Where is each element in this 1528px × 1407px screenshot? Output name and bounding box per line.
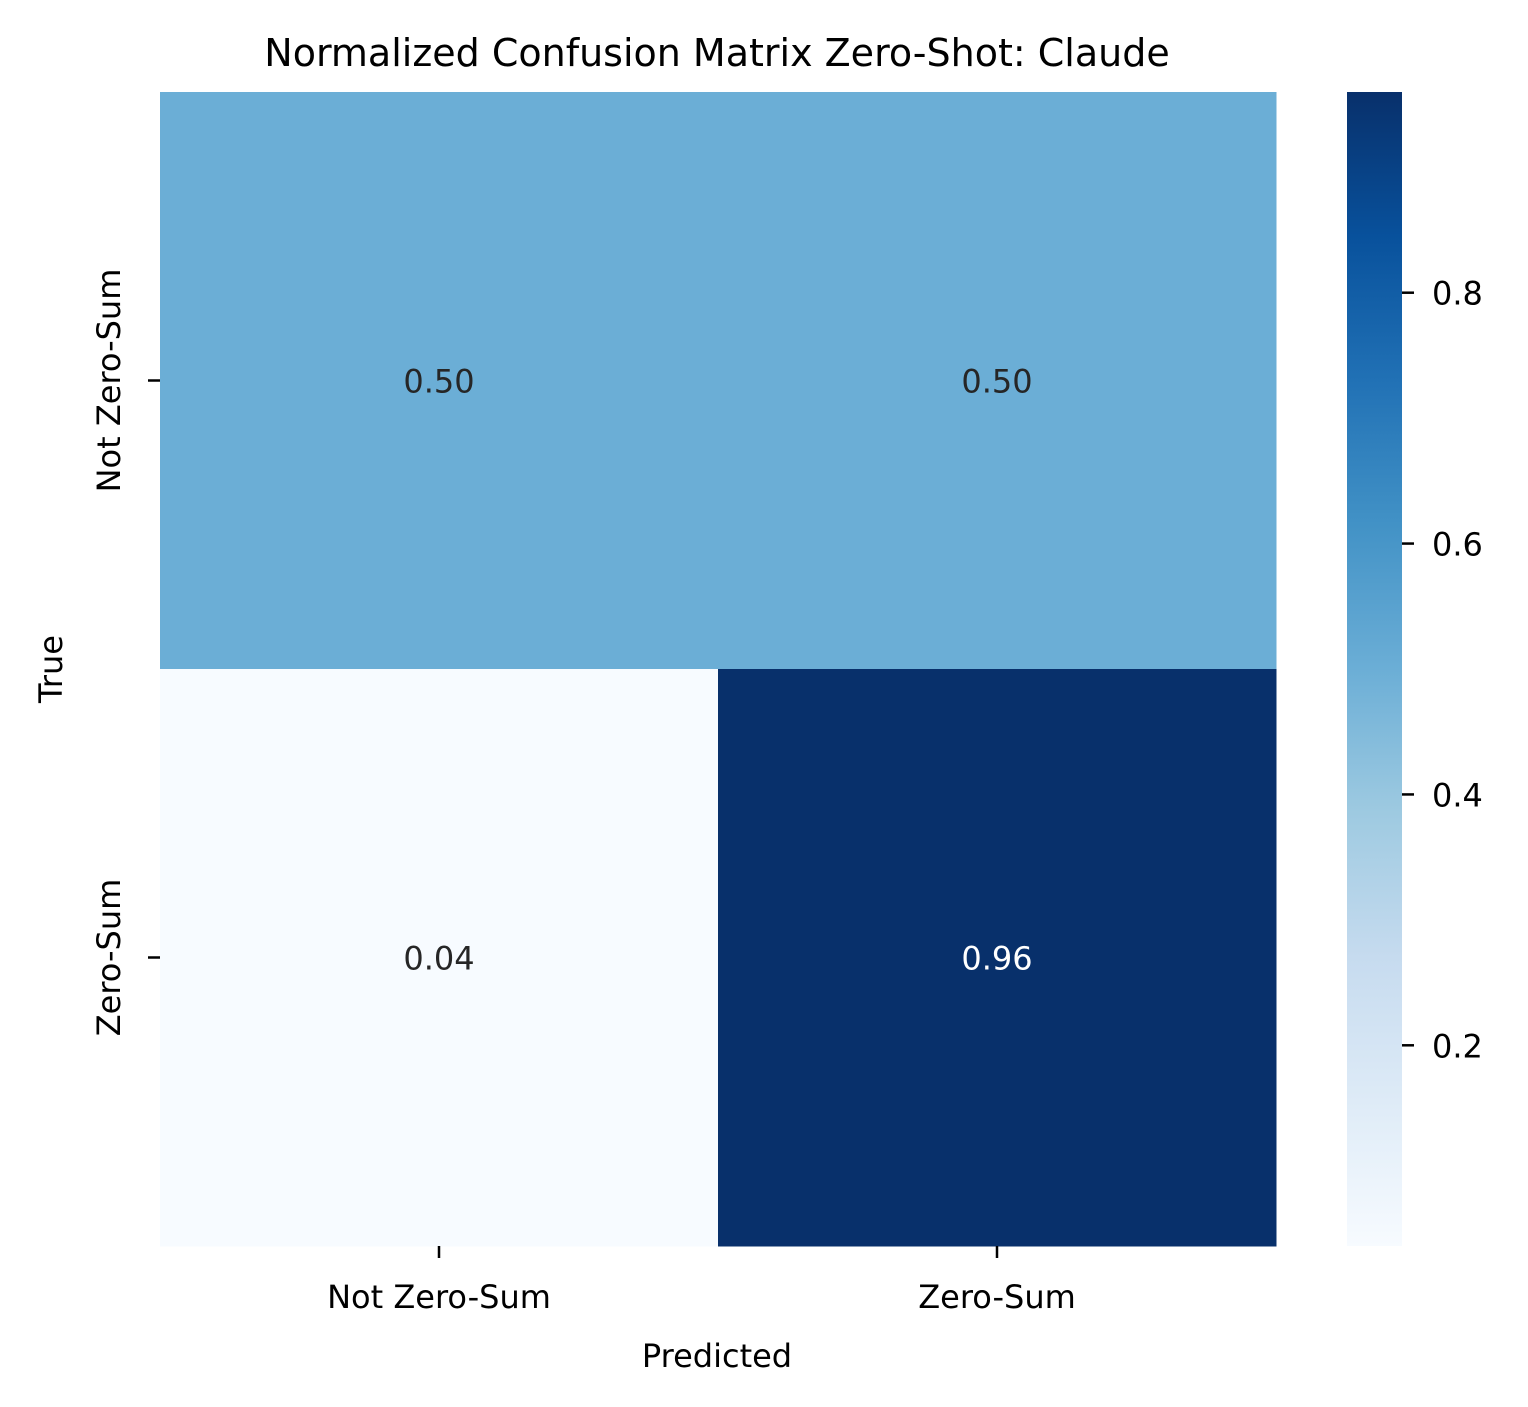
y-tick-label: Not Zero-Sum (90, 269, 128, 493)
heatmap-cell (718, 92, 1277, 670)
colorbar-tick-label: 0.8 (1432, 275, 1483, 313)
x-tick-label: Not Zero-Sum (327, 1278, 551, 1316)
y-axis-ticks: Not Zero-Sum Zero-Sum (90, 269, 160, 1037)
x-axis-label: Predicted (642, 1337, 792, 1375)
heatmap-cell (160, 92, 719, 670)
heatmap-cells (160, 92, 1277, 1247)
y-tick-label: Zero-Sum (90, 879, 128, 1037)
cell-value-label: 0.96 (961, 940, 1032, 978)
colorbar-tick-label: 0.4 (1432, 776, 1483, 814)
colorbar (1347, 92, 1402, 1246)
cell-value-label: 0.50 (403, 363, 474, 401)
colorbar-tick-label: 0.6 (1432, 526, 1483, 564)
cell-value-label: 0.04 (403, 940, 474, 978)
chart-title: Normalized Confusion Matrix Zero-Shot: C… (264, 31, 1169, 75)
x-tick-label: Zero-Sum (918, 1278, 1076, 1316)
colorbar-ticks: 0.2 0.4 0.6 0.8 (1402, 275, 1483, 1065)
heatmap-cell (160, 669, 719, 1247)
heatmap-cell (718, 669, 1277, 1247)
cell-value-label: 0.50 (961, 363, 1032, 401)
heatmap-cell-labels: 0.50 0.50 0.04 0.96 (403, 363, 1032, 978)
x-axis-ticks: Not Zero-Sum Zero-Sum (327, 1246, 1076, 1316)
y-axis-label: True (32, 635, 70, 704)
colorbar-tick-label: 0.2 (1432, 1027, 1483, 1065)
